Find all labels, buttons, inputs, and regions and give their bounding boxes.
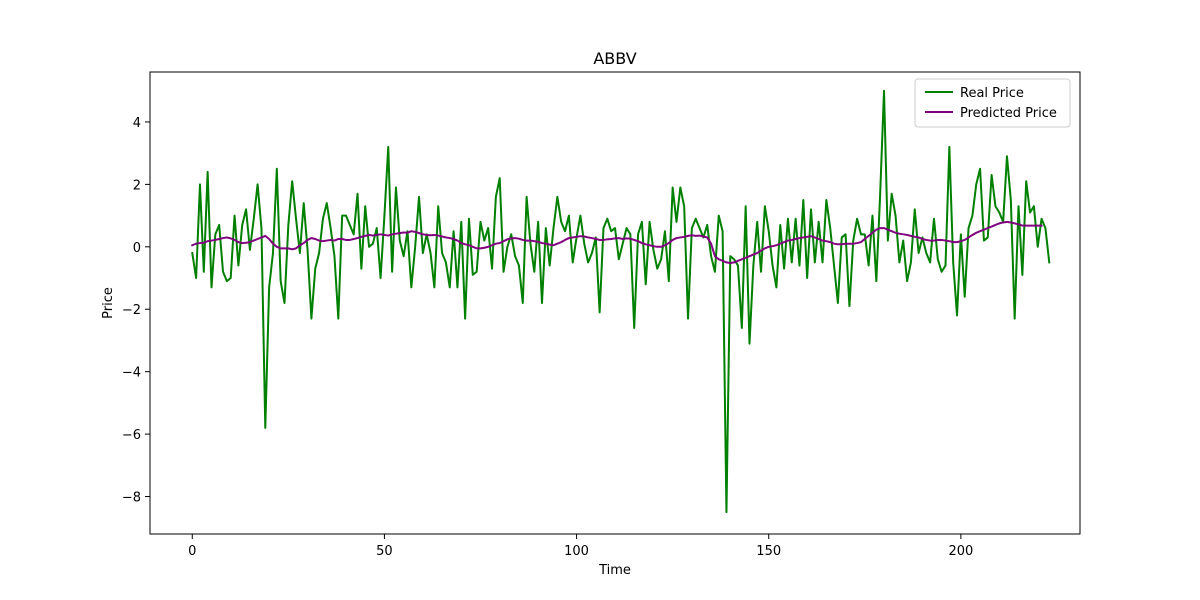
x-tick-label: 150 — [756, 544, 781, 559]
legend-box — [914, 78, 1071, 128]
x-tick-label: 100 — [564, 544, 589, 559]
legend-label: Real Price — [960, 86, 1024, 101]
y-axis-title: Price — [101, 287, 116, 319]
y-tick-label: 4 — [133, 116, 141, 131]
series-line-predicted-price — [190, 220, 1043, 265]
axes: 0 50 100 150 200 −8 −6 −4 −2 0 2 4 — [122, 71, 1081, 559]
x-tick-label: 50 — [376, 544, 393, 559]
y-tick-label: −6 — [122, 428, 141, 443]
legend: Real Price Predicted Price — [914, 78, 1071, 128]
y-tick-label: −4 — [122, 366, 141, 381]
x-tick-label: 0 — [188, 544, 196, 559]
y-tick-label: 0 — [133, 241, 141, 256]
chart-title: ABBV — [593, 49, 636, 68]
y-tick-label: −8 — [122, 491, 141, 506]
plot-area — [190, 89, 1051, 514]
x-axis-title: Time — [598, 563, 631, 578]
y-tick-label: 2 — [133, 178, 141, 193]
x-tick-label: 200 — [948, 544, 973, 559]
y-tick-label: −2 — [122, 303, 141, 318]
legend-label: Predicted Price — [960, 106, 1057, 121]
series-line-real-price — [191, 89, 1051, 514]
plot-frame — [149, 71, 1081, 535]
